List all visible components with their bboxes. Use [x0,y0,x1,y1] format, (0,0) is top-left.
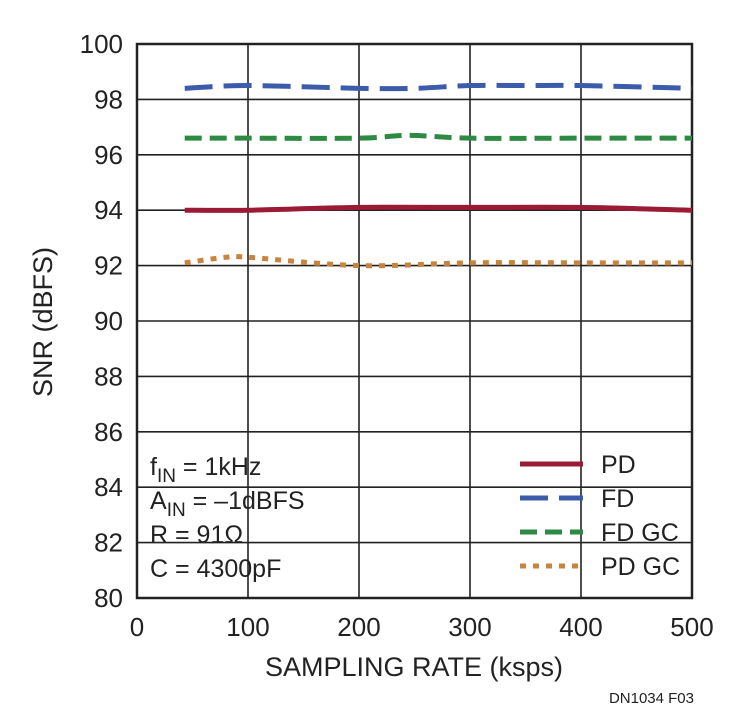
condition-annotation: AIN = –1dBFS [150,487,305,521]
y-tick-label: 88 [94,361,123,391]
condition-annotation: C = 4300pF [150,555,281,583]
y-tick-label: 86 [94,417,123,447]
y-tick-label: 80 [94,583,123,613]
series-line-pd [184,204,693,213]
condition-annotation: R = 91Ω [150,521,243,549]
plot-frame [135,42,694,600]
x-tick-label: 100 [226,612,269,642]
legend-label: PD [601,451,636,479]
y-tick-label: 82 [94,528,123,558]
x-tick-label: 0 [130,612,144,642]
series-line-fd [184,82,693,92]
condition-annotation: fIN = 1kHz [150,453,261,487]
y-tick-label: 90 [94,306,123,336]
y-tick-label: 84 [94,472,123,502]
y-tick-labels: 80 82 84 86 88 90 92 94 96 98 100 [80,29,123,613]
legend-label: FD [601,485,634,513]
y-axis-title: SNR (dBFS) [28,247,58,397]
x-tick-label: 500 [670,612,713,642]
y-tick-label: 100 [80,29,123,59]
y-tick-label: 96 [94,140,123,170]
x-tick-labels: 0 100 200 300 400 500 [130,612,714,642]
series-line-pd-gc [184,253,692,269]
legend: PD FD FD GC PD GC [520,451,680,581]
series-line-fd-gc [184,132,692,141]
y-tick-label: 94 [94,195,123,225]
legend-label: FD GC [601,519,679,547]
legend-label: PD GC [601,553,680,581]
x-tick-label: 300 [448,612,491,642]
series-lines [184,82,693,269]
figure-id: DN1034 F03 [609,690,694,707]
y-tick-label: 98 [94,84,123,114]
x-tick-label: 400 [559,612,602,642]
x-tick-label: 200 [337,612,380,642]
y-tick-label: 92 [94,251,123,281]
x-axis-title: SAMPLING RATE (ksps) [265,652,563,682]
